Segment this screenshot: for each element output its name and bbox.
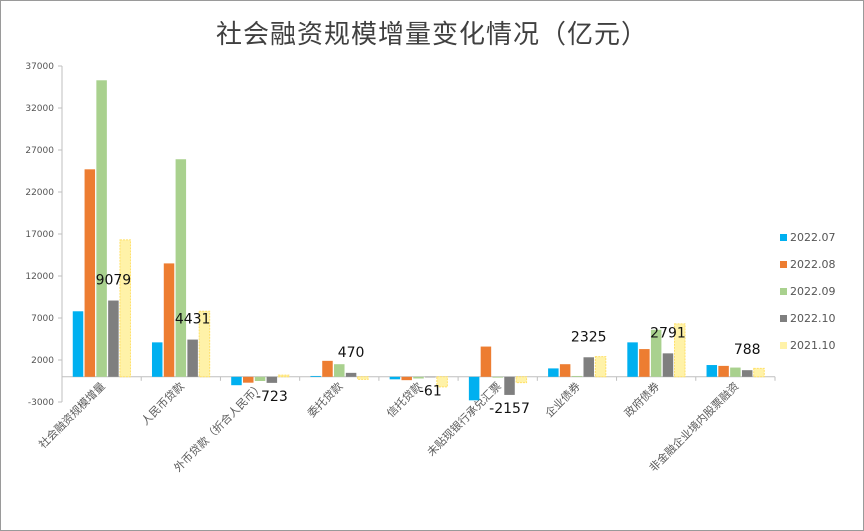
data-label-2: 4431 bbox=[175, 312, 211, 328]
category-label-2: 人民币贷款 bbox=[138, 379, 187, 428]
bar-2022.07-2 bbox=[151, 342, 163, 377]
bar-2022.10-2 bbox=[187, 339, 198, 377]
bar-2022.10-6 bbox=[504, 376, 515, 395]
bar-2022.10-3 bbox=[266, 376, 278, 383]
bar-2022.09-3 bbox=[254, 376, 266, 381]
bar-2022.07-6 bbox=[468, 376, 480, 401]
bar-2022.07-5 bbox=[389, 376, 401, 380]
bar-2022.08-5 bbox=[401, 376, 412, 381]
legend-swatch-2022.08 bbox=[780, 261, 787, 268]
y-tick-label: 2000 bbox=[31, 356, 54, 366]
bar-2022.07-7 bbox=[548, 368, 559, 377]
data-labels-layer: 9079 4431 -723 470 -61 -2157 2325 2791 788 bbox=[96, 273, 761, 417]
data-label-3: -723 bbox=[256, 389, 288, 405]
data-label-8: 2791 bbox=[650, 325, 686, 341]
category-label-8: 政府债券 bbox=[621, 379, 662, 420]
legend-swatch-2022.09 bbox=[780, 288, 787, 295]
category-label-4: 委托贷款 bbox=[304, 379, 345, 420]
legend-swatch-2022.10 bbox=[780, 315, 787, 322]
bar-2022.08-8 bbox=[639, 349, 650, 377]
y-tick-label: 32000 bbox=[25, 104, 54, 114]
category-label-9: 非金融企业境内股票融资 bbox=[646, 379, 741, 474]
data-label-7: 2325 bbox=[571, 329, 607, 345]
legend-label-2022.10: 2022.10 bbox=[790, 312, 836, 325]
data-label-4: 470 bbox=[338, 345, 365, 361]
bar-2022.09-2 bbox=[175, 159, 187, 377]
y-tick-label: 37000 bbox=[25, 62, 54, 72]
bar-2022.08-4 bbox=[322, 360, 333, 377]
data-label-5: -61 bbox=[419, 383, 442, 399]
data-label-1: 9079 bbox=[96, 273, 132, 289]
bar-2022.07-1 bbox=[72, 311, 84, 377]
bar-2021.10-7 bbox=[594, 356, 607, 378]
bar-2022.09-1 bbox=[96, 80, 107, 377]
chart-title: 社会融资规模增量变化情况（亿元） bbox=[215, 20, 648, 50]
bar-2022.10-8 bbox=[662, 353, 674, 377]
bar-2022.09-8 bbox=[650, 329, 662, 377]
bar-2022.07-9 bbox=[706, 365, 718, 377]
legend-label-2022.07: 2022.07 bbox=[790, 231, 836, 244]
bar-2021.10-2 bbox=[198, 310, 211, 378]
y-tick-label: 17000 bbox=[25, 230, 54, 240]
bar-2022.09-9 bbox=[730, 367, 741, 377]
category-label-3: 外币贷款（折合人民币） bbox=[171, 379, 266, 474]
bar-2021.10-1 bbox=[119, 239, 131, 378]
bar-2022.09-4 bbox=[334, 364, 345, 377]
bar-2022.07-8 bbox=[627, 342, 638, 377]
legend-label-2022.09: 2022.09 bbox=[790, 285, 836, 298]
y-tick-label: 7000 bbox=[31, 314, 54, 324]
data-label-9: 788 bbox=[734, 342, 761, 358]
bar-2022.07-4 bbox=[310, 375, 321, 377]
bar-2021.10-3 bbox=[277, 374, 290, 378]
bar-2021.10-5 bbox=[436, 376, 448, 388]
legend-label-2022.08: 2022.08 bbox=[790, 258, 836, 271]
bar-2022.09-6 bbox=[492, 376, 503, 378]
category-label-7: 企业债券 bbox=[542, 379, 583, 420]
legend-swatch-2021.10 bbox=[780, 342, 787, 349]
bar-2022.10-7 bbox=[583, 357, 594, 377]
legend-label-2021.10: 2021.10 bbox=[790, 339, 836, 352]
bar-2022.08-3 bbox=[243, 376, 254, 383]
bar-2021.10-4 bbox=[357, 376, 369, 380]
bar-2022.09-5 bbox=[413, 376, 424, 379]
legend-swatch-2022.07 bbox=[780, 234, 787, 241]
bar-2022.09-7 bbox=[571, 375, 583, 377]
bar-2022.08-7 bbox=[559, 364, 571, 377]
bar-2022.07-3 bbox=[231, 376, 242, 386]
data-label-6: -2157 bbox=[489, 401, 530, 417]
bar-2021.10-9 bbox=[753, 367, 765, 378]
bar-2022.10-5 bbox=[425, 376, 436, 378]
category-label-1: 社会融资规模增量 bbox=[36, 379, 108, 451]
bar-2022.08-6 bbox=[480, 346, 492, 377]
bar-2022.08-1 bbox=[84, 169, 96, 377]
bar-2022.08-2 bbox=[163, 263, 175, 377]
y-tick-label: 22000 bbox=[25, 188, 54, 198]
axis-layer: -3000 2000 7000 12000 17000 22000 27000 32000 37… bbox=[25, 62, 776, 474]
y-tick-label: 27000 bbox=[25, 146, 54, 156]
y-tick-label: -3000 bbox=[28, 398, 54, 408]
bars-layer bbox=[72, 80, 765, 401]
bar-2022.10-1 bbox=[108, 300, 119, 377]
bar-2022.10-9 bbox=[741, 370, 753, 377]
legend: 2022.07 2022.08 2022.09 2022.10 2021.10 bbox=[780, 231, 836, 352]
bar-2022.10-4 bbox=[345, 372, 357, 377]
bar-2022.08-9 bbox=[718, 365, 729, 377]
bar-2021.10-8 bbox=[674, 323, 686, 378]
bar-2021.10-6 bbox=[515, 376, 528, 384]
y-tick-label: 12000 bbox=[25, 272, 54, 282]
